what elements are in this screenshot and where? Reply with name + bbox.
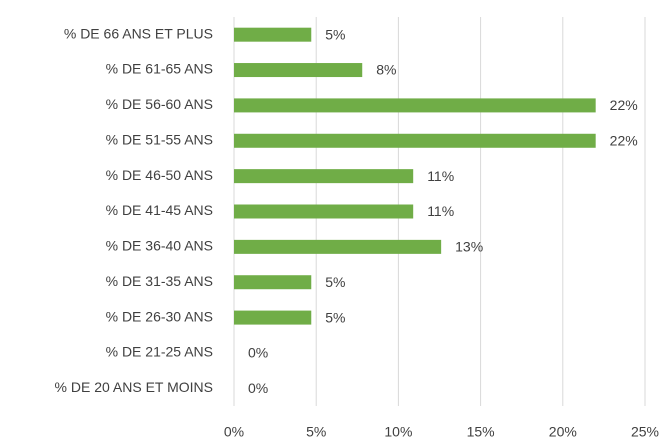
- bar: [234, 204, 414, 219]
- bar: [234, 63, 363, 78]
- y-tick-label: % DE 20 ANS ET MOINS: [55, 379, 213, 395]
- bar: [234, 27, 312, 42]
- bar: [234, 98, 596, 113]
- data-label: 5%: [325, 309, 345, 325]
- y-tick-label: % DE 41-45 ANS: [106, 202, 213, 218]
- y-tick-label: % DE 66 ANS ET PLUS: [64, 25, 213, 41]
- data-label: 5%: [325, 274, 345, 290]
- x-tick-label: 25%: [631, 424, 659, 440]
- bar: [234, 133, 596, 148]
- data-label: 13%: [455, 239, 483, 255]
- y-tick-label: % DE 46-50 ANS: [106, 167, 213, 183]
- data-label: 0%: [248, 380, 268, 396]
- y-tick-label: % DE 36-40 ANS: [106, 238, 213, 254]
- y-tick-label: % DE 21-25 ANS: [106, 344, 213, 360]
- bar: [234, 169, 414, 184]
- y-tick-label: % DE 51-55 ANS: [106, 131, 213, 147]
- data-label: 22%: [610, 132, 638, 148]
- bar: [234, 239, 442, 254]
- bar: [234, 310, 312, 325]
- y-tick-label: % DE 26-30 ANS: [106, 308, 213, 324]
- y-tick-label: % DE 61-65 ANS: [106, 61, 213, 77]
- data-label: 5%: [325, 26, 345, 42]
- x-tick-label: 20%: [549, 424, 577, 440]
- data-label: 22%: [610, 97, 638, 113]
- data-label: 11%: [427, 203, 454, 219]
- x-tick-label: 5%: [306, 424, 326, 440]
- data-label: 8%: [376, 62, 396, 78]
- x-tick-label: 15%: [467, 424, 495, 440]
- x-tick-label: 0%: [224, 424, 244, 440]
- x-tick-label: 10%: [384, 424, 412, 440]
- data-label: 11%: [427, 168, 454, 184]
- data-label: 0%: [248, 345, 268, 361]
- y-tick-label: % DE 31-35 ANS: [106, 273, 213, 289]
- bar: [234, 275, 312, 290]
- y-tick-label: % DE 56-60 ANS: [106, 96, 213, 112]
